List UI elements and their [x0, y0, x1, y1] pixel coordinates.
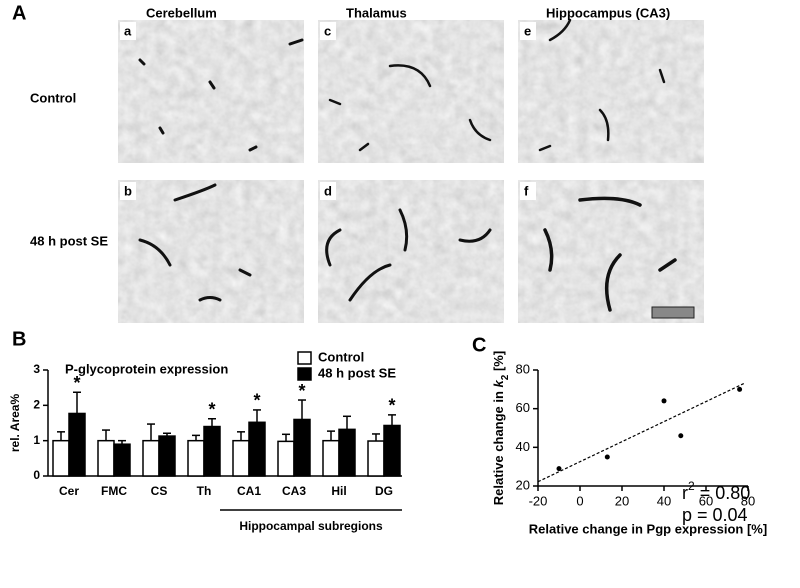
annotation: r2 = 0.80: [682, 479, 750, 503]
y-tick-label: 20: [516, 477, 530, 492]
micrograph: [318, 20, 504, 163]
y-label-part: [%]: [491, 351, 506, 375]
significance-star: *: [73, 373, 80, 393]
significance-star: *: [298, 381, 305, 401]
bar: [158, 435, 176, 477]
x-tick-label: 20: [615, 493, 629, 508]
bar: [322, 439, 340, 477]
panel-label: A: [12, 2, 26, 24]
point: [556, 466, 562, 472]
legend-label: Control: [318, 349, 364, 364]
y-tick-label: 0: [33, 468, 40, 482]
group-label: Hippocampal subregions: [239, 519, 383, 533]
bar: [293, 418, 311, 477]
x-tick-label: Cer: [59, 484, 79, 498]
bar: [232, 439, 250, 477]
legend-swatch: [297, 351, 312, 365]
y-tick-label: 2: [33, 398, 40, 412]
y-axis-label: rel. Area%: [8, 394, 22, 453]
bar: [113, 443, 131, 477]
x-axis-label: Relative change in Pgp expression [%]: [529, 521, 767, 536]
y-tick-label: 40: [516, 439, 530, 454]
image-label: c: [324, 23, 331, 38]
image-label-box: [520, 22, 536, 40]
micrograph: [518, 20, 704, 163]
image-label: d: [324, 183, 332, 198]
significance-star: *: [208, 400, 215, 420]
x-tick-label: Th: [197, 484, 212, 498]
y-axis-label: Relative change in k2 [%]: [491, 351, 511, 505]
y-tick-label: 1: [33, 433, 40, 447]
micrographs: a c e b d f: [118, 18, 704, 323]
annotation-part: 2: [688, 479, 695, 493]
image-label-box: [520, 182, 536, 200]
annotation: p = 0.04: [682, 505, 748, 525]
significance-star: *: [253, 391, 260, 411]
annotation-part: = 0.80: [695, 483, 751, 503]
legend-swatch: [297, 367, 312, 381]
x-tick-label: CA3: [282, 484, 306, 498]
bar: [142, 439, 160, 477]
x-tick-label: 0: [576, 493, 583, 508]
bar: [187, 439, 205, 477]
point: [737, 386, 743, 392]
y-tick-label: 60: [516, 400, 530, 415]
micrograph: [118, 20, 304, 163]
micrograph: [518, 180, 704, 323]
y-tick-label: 80: [516, 361, 530, 376]
bar: [383, 424, 401, 477]
panel-label: C: [472, 334, 486, 356]
bar: [248, 421, 266, 477]
x-tick-label: 40: [657, 493, 671, 508]
image-label-box: [320, 22, 336, 40]
y-label-part: 2: [500, 374, 511, 380]
row-label: 48 h post SE: [30, 233, 108, 248]
x-tick-label: 60: [699, 493, 713, 508]
image-label-box: [320, 182, 336, 200]
bar: [338, 428, 356, 477]
chart-title: P-glycoprotein expression: [65, 361, 228, 376]
bar: [367, 440, 385, 477]
scale-bar: [651, 306, 695, 319]
point: [678, 433, 684, 439]
trendline: [537, 382, 745, 483]
column-header: Hippocampus (CA3): [546, 5, 670, 20]
bar: [277, 440, 295, 477]
point: [604, 454, 610, 460]
column-header: Cerebellum: [146, 5, 217, 20]
image-label: b: [124, 183, 132, 198]
y-label-part: k: [491, 379, 506, 387]
image-label: f: [524, 183, 529, 198]
y-label-part: Relative change in: [491, 387, 506, 505]
bar: [52, 439, 70, 477]
image-label-box: [120, 182, 136, 200]
vessels: [138, 18, 677, 312]
x-tick-label: FMC: [101, 484, 127, 498]
x-tick-label: CA1: [237, 484, 261, 498]
micrograph: [318, 180, 504, 323]
panel-label: B: [12, 328, 26, 350]
row-label: Control: [30, 90, 76, 105]
annotation-part: r: [682, 483, 688, 503]
image-label-box: [120, 22, 136, 40]
column-header: Thalamus: [346, 5, 407, 20]
bar: [203, 425, 221, 477]
image-label: a: [124, 23, 132, 38]
bar: [97, 439, 115, 477]
x-tick-label: Hil: [331, 484, 346, 498]
significance-star: *: [388, 396, 395, 416]
micrograph: [118, 180, 304, 323]
legend-label: 48 h post SE: [318, 365, 396, 380]
x-tick-label: 80: [741, 493, 755, 508]
y-tick-label: 3: [33, 362, 40, 376]
x-tick-label: CS: [151, 484, 168, 498]
x-tick-label: DG: [375, 484, 393, 498]
image-label: e: [524, 23, 531, 38]
bar: [68, 412, 86, 477]
x-tick-label: -20: [529, 493, 548, 508]
point: [661, 398, 667, 404]
annotation-part: p = 0.04: [682, 505, 748, 525]
